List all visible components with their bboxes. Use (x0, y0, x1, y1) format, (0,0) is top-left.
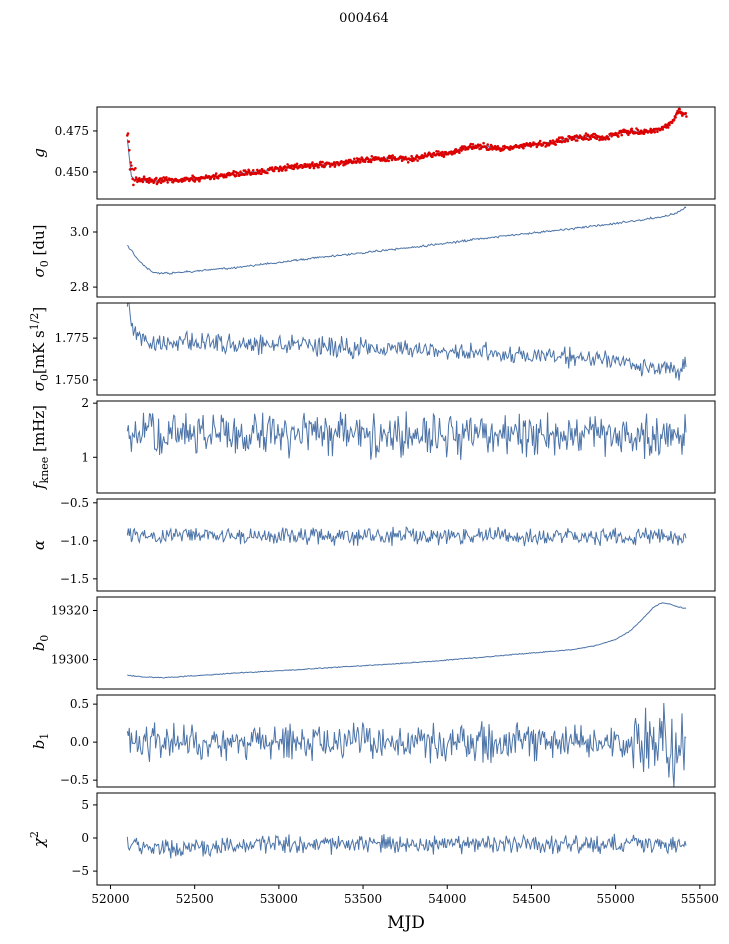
y-tick-label: 0.450 (55, 165, 89, 179)
series-sigma0-mk-line (126, 303, 687, 381)
x-axis-label: MJD (387, 913, 425, 933)
y-tick-label: −0.5 (60, 773, 89, 787)
y-tick-label: 19320 (51, 603, 89, 617)
y-tick-label: 0.475 (55, 124, 89, 138)
y-tick-label: 1.775 (55, 331, 89, 345)
y-axis-label-4: α (30, 540, 48, 550)
panel-5: 19300 19320 b0 (30, 596, 716, 690)
series-b0-line (127, 602, 687, 679)
panels: 0.450 0.475 g 2.8 3.0 σ0 [du] 1.750 1.775 σ0[mK … (28, 106, 719, 906)
y-tick-label: −5 (71, 864, 89, 878)
panel-border (96, 498, 716, 592)
y-axis-label-6: b1 (30, 733, 51, 750)
series-alpha-line (126, 526, 687, 547)
panel-2: 1.750 1.775 σ0[mK s1/2] (28, 302, 716, 396)
panel-3: 1 2 fknee [mHz] (30, 396, 716, 494)
series-b1-line (126, 702, 687, 787)
y-tick-label: 2 (81, 396, 89, 410)
x-tick-label: 55000 (597, 892, 635, 906)
y-tick-label: 1.750 (55, 373, 89, 387)
panel-border (96, 792, 716, 886)
y-axis-label-5: b0 (30, 635, 51, 652)
y-axis-label-1: σ0 [du] (30, 225, 51, 278)
y-tick-label: 19300 (51, 653, 89, 667)
panel-border (96, 204, 716, 298)
y-axis-label-0: g (30, 148, 48, 158)
y-tick-label: 3.0 (70, 225, 89, 239)
y-tick-label: 5 (81, 798, 89, 812)
x-tick-label: 52000 (91, 892, 129, 906)
series-chi2-line (126, 833, 687, 859)
panel-7: −5 0 5 χ2 (28, 792, 716, 886)
panel-border (96, 596, 716, 690)
panel-border (96, 400, 716, 494)
y-axis-label-2: σ0[mK s1/2] (28, 307, 51, 392)
y-tick-label: −0.5 (60, 496, 89, 510)
panel-6: −0.5 0.0 0.5 b1 (30, 694, 716, 788)
series-g-fit-line (126, 110, 687, 183)
x-tick-label: 55500 (681, 892, 719, 906)
panel-4: −1.5 −1.0 −0.5 α (30, 496, 716, 592)
y-tick-label: −1.0 (60, 534, 89, 548)
x-tick-label: 54500 (512, 892, 550, 906)
series-sigma0-du-line (126, 206, 687, 275)
y-tick-label: 1 (81, 450, 89, 464)
x-tick-label: 53500 (344, 892, 382, 906)
y-tick-label: −1.5 (60, 572, 89, 586)
panel-1: 2.8 3.0 σ0 [du] (30, 204, 716, 298)
panel-border (96, 302, 716, 396)
panel-border (96, 106, 716, 200)
x-tick-label: 54000 (428, 892, 466, 906)
y-axis-label-7: χ2 (28, 831, 48, 848)
y-tick-label: 0.0 (70, 735, 89, 749)
y-tick-label: 0.5 (70, 697, 89, 711)
y-tick-label: 2.8 (70, 280, 89, 294)
figure-title: 000464 (339, 11, 389, 26)
series-fknee-line (126, 411, 687, 460)
panel-border (96, 694, 716, 788)
series-g-data-points (126, 107, 688, 187)
y-axis-label-3: fknee [mHz] (30, 405, 51, 490)
y-tick-label: 0 (81, 831, 89, 845)
x-tick-label: 53000 (260, 892, 298, 906)
x-tick-label: 52500 (176, 892, 214, 906)
panel-0: 0.450 0.475 g (30, 106, 716, 200)
